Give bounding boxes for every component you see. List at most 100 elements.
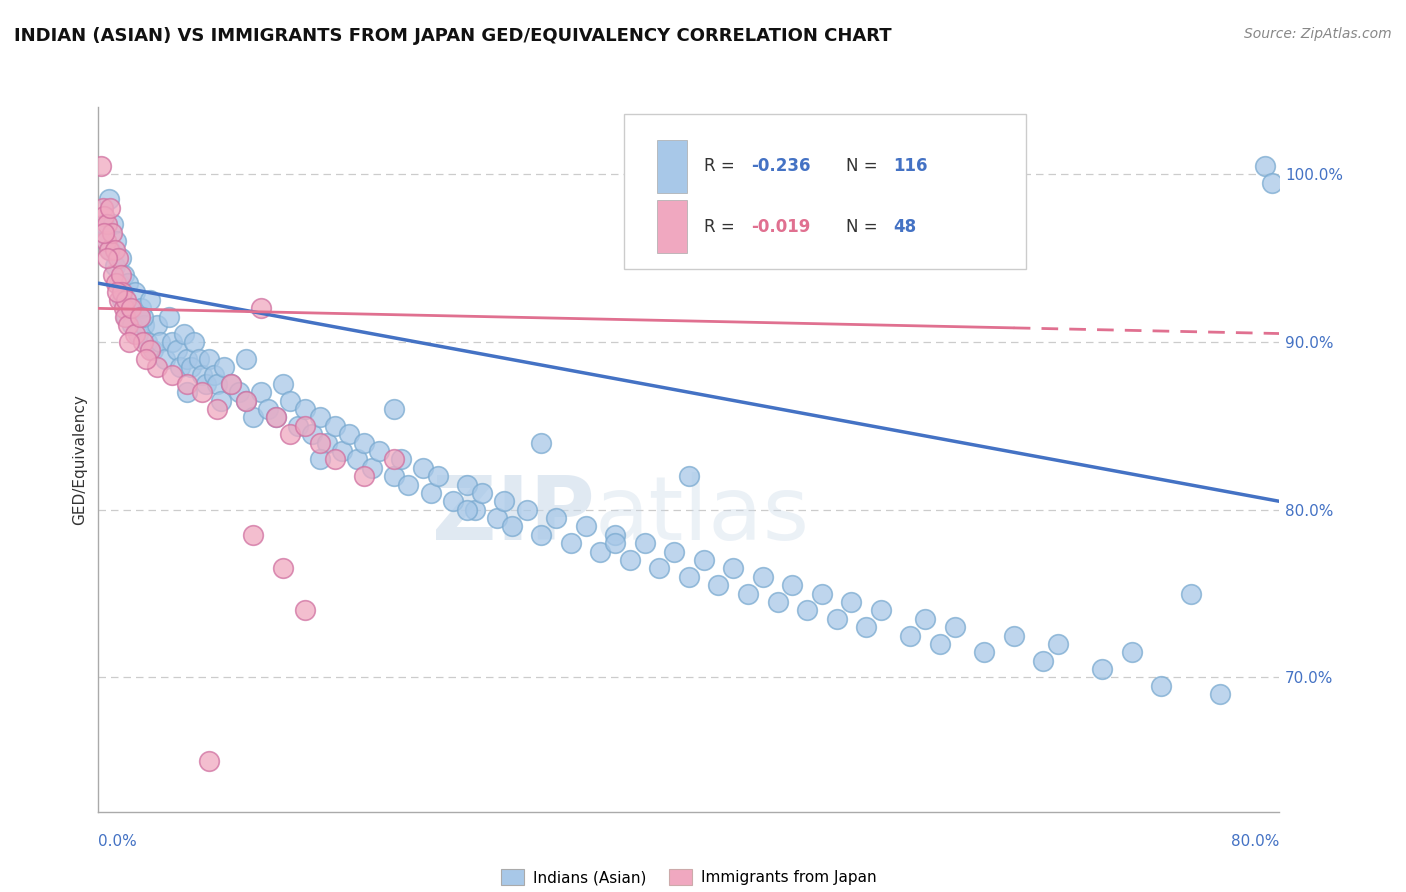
Point — [146, 360, 169, 375]
Point — [162, 334, 184, 349]
Point — [309, 452, 332, 467]
Point — [110, 251, 132, 265]
Point — [412, 460, 434, 475]
Point — [117, 277, 139, 291]
Point — [98, 243, 121, 257]
Point — [419, 486, 441, 500]
Point — [132, 334, 155, 349]
Point — [191, 368, 214, 383]
Point — [105, 277, 128, 291]
Point — [96, 251, 118, 265]
Point — [132, 310, 155, 324]
Point — [205, 376, 228, 391]
Point — [900, 628, 922, 642]
Point — [280, 427, 302, 442]
Point — [1032, 654, 1054, 668]
Point — [127, 326, 149, 341]
Point — [107, 251, 129, 265]
Point — [271, 561, 294, 575]
Point — [323, 418, 346, 433]
Point — [678, 570, 700, 584]
Point — [228, 385, 250, 400]
Point — [100, 226, 122, 240]
Point — [118, 301, 141, 316]
Point — [166, 343, 188, 358]
Point — [112, 301, 135, 316]
Point — [96, 218, 118, 232]
Point — [212, 360, 235, 375]
Point — [221, 376, 243, 391]
Point — [427, 469, 450, 483]
Point — [264, 410, 287, 425]
Point — [111, 293, 134, 307]
Point — [121, 318, 143, 333]
Point — [93, 209, 115, 223]
Point — [157, 310, 180, 324]
Point — [176, 351, 198, 366]
Point — [97, 243, 120, 257]
Y-axis label: GED/Equivalency: GED/Equivalency — [72, 394, 87, 524]
Point — [1180, 586, 1202, 600]
Point — [1254, 159, 1277, 173]
Point — [169, 360, 191, 375]
Point — [235, 393, 257, 408]
Point — [115, 310, 138, 324]
Point — [441, 494, 464, 508]
Point — [111, 285, 134, 299]
Point — [382, 452, 405, 467]
Point — [516, 502, 538, 516]
Point — [1091, 662, 1114, 676]
Point — [330, 444, 353, 458]
Point — [634, 536, 657, 550]
Text: atlas: atlas — [595, 472, 810, 559]
Point — [142, 343, 165, 358]
Point — [294, 402, 316, 417]
Text: N =: N = — [846, 157, 883, 175]
Point — [235, 351, 257, 366]
Bar — [657, 201, 686, 253]
Point — [198, 755, 221, 769]
Point — [149, 334, 172, 349]
Point — [501, 519, 523, 533]
Point — [389, 452, 412, 467]
Point — [723, 561, 745, 575]
Point — [110, 268, 132, 282]
Point — [90, 159, 112, 173]
Point — [737, 586, 759, 600]
Point — [114, 310, 136, 324]
Point — [811, 586, 834, 600]
Point — [162, 368, 184, 383]
Point — [195, 376, 218, 391]
Point — [346, 452, 368, 467]
Point — [693, 553, 716, 567]
Point — [115, 293, 138, 307]
Point — [120, 301, 142, 316]
Point — [103, 218, 125, 232]
Point — [271, 376, 294, 391]
Point — [198, 351, 221, 366]
Point — [257, 402, 280, 417]
Point — [94, 234, 117, 248]
Point — [118, 334, 141, 349]
Point — [1261, 176, 1284, 190]
Text: 80.0%: 80.0% — [1232, 834, 1279, 849]
Point — [105, 234, 128, 248]
Point — [382, 402, 405, 417]
Point — [264, 410, 287, 425]
Text: -0.019: -0.019 — [752, 218, 811, 235]
Point — [98, 201, 121, 215]
Text: N =: N = — [846, 218, 883, 235]
Point — [914, 612, 936, 626]
Point — [825, 612, 848, 626]
Point — [124, 285, 146, 299]
Point — [841, 595, 863, 609]
Point — [104, 243, 127, 257]
Point — [752, 570, 775, 584]
Point — [530, 528, 553, 542]
Point — [139, 293, 162, 307]
Point — [943, 620, 966, 634]
Text: Source: ZipAtlas.com: Source: ZipAtlas.com — [1244, 27, 1392, 41]
Point — [129, 301, 152, 316]
Point — [128, 310, 150, 324]
Point — [782, 578, 804, 592]
